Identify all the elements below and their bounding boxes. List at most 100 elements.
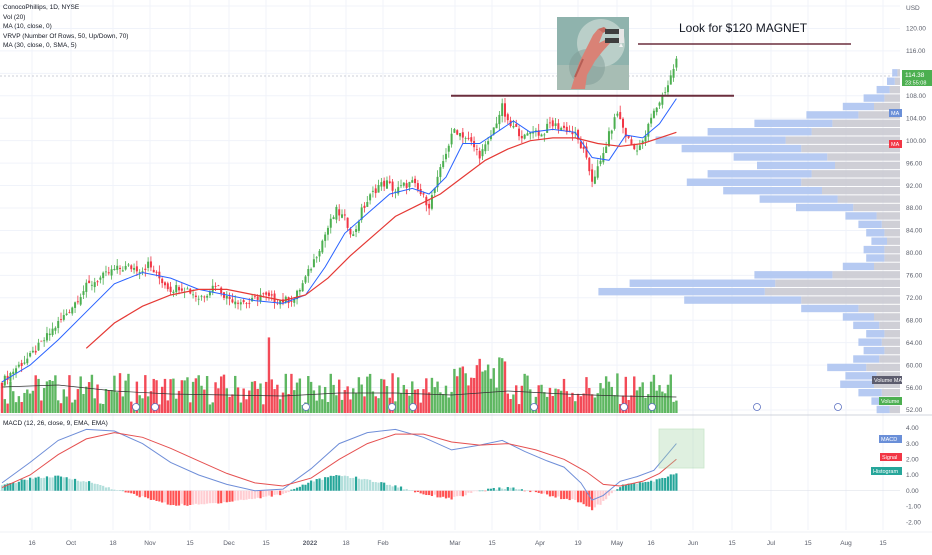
vp-row-up	[858, 338, 882, 346]
macd-histogram-bar	[200, 490, 203, 505]
macd-badge-label: MACD	[881, 437, 897, 443]
volume-bar	[439, 392, 442, 413]
macd-legend[interactable]: MACD (12, 26, close, 9, EMA, EMA)	[3, 420, 108, 427]
indicator-vrvp[interactable]: VRVP (Number Of Rows, 50, Up/Down, 70)	[3, 32, 129, 40]
vp-row-up	[863, 245, 885, 254]
macd-histogram-bar	[565, 490, 568, 499]
macd-histogram-bar	[419, 490, 422, 494]
candle-body	[568, 130, 571, 132]
candle-body	[324, 234, 327, 241]
indicator-ma-slow[interactable]: MA (30, close, 0, SMA, 5)	[3, 42, 77, 50]
event-marker	[648, 403, 656, 411]
volume-bar	[264, 381, 268, 413]
macd-histogram-bar	[658, 478, 661, 491]
volume-bar	[309, 381, 313, 413]
candle-body	[532, 132, 535, 134]
candle-body	[605, 146, 608, 154]
volume-bar	[599, 383, 602, 413]
macd-histogram-bar	[93, 483, 96, 491]
last-price-value: 114.38	[905, 72, 925, 79]
volume-bar	[59, 403, 63, 413]
volume-bar	[478, 358, 481, 413]
volume-bar	[180, 380, 184, 413]
macd-histogram-bar	[655, 479, 658, 491]
candle-body	[582, 146, 585, 149]
vp-row-down	[874, 102, 900, 111]
macd-histogram-bar	[158, 490, 161, 502]
price-tick-label: 108.00	[906, 93, 926, 100]
vp-row-up	[598, 287, 765, 296]
macd-line	[1, 428, 677, 501]
volume-bar	[357, 377, 361, 413]
candle-body	[293, 298, 296, 303]
macd-histogram-bar	[51, 477, 54, 491]
symbol-title[interactable]: ConocoPhillips, 1D, NYSE	[3, 4, 80, 11]
macd-histogram-bar	[369, 479, 372, 491]
volume-bar	[121, 396, 125, 413]
candle-body	[17, 364, 20, 367]
macd-histogram-bar	[295, 487, 299, 491]
macd-histogram-bar	[644, 482, 647, 491]
time-axis[interactable]: 16 Oct 18 Nov 15 Dec 15 2022 18 Feb Mar 15 Apr 19 May 1…	[0, 531, 932, 547]
candle-body	[329, 218, 332, 228]
price-axis[interactable]: USD120.00116.00112.00108.00104.00100.009…	[871, 5, 932, 526]
macd-histogram-bar	[579, 490, 582, 503]
macd-histogram-bar	[270, 490, 273, 497]
candle-body	[166, 283, 169, 290]
volume-bar	[444, 385, 448, 413]
macd-histogram-bar	[54, 475, 57, 491]
candle-body	[326, 227, 329, 235]
volume-bar	[87, 382, 91, 413]
vp-row-up	[887, 77, 895, 85]
candle-body	[391, 181, 394, 191]
candle-body	[520, 135, 523, 139]
volume-bar	[267, 337, 271, 413]
volume-bar	[562, 378, 566, 413]
time-tick-label: 15	[488, 540, 496, 547]
candle-body	[557, 123, 560, 130]
candle-body	[256, 296, 259, 300]
macd-histogram-bar	[391, 486, 394, 491]
macd-histogram-bar	[475, 490, 478, 492]
candle-body	[355, 229, 358, 232]
macd-histogram-bar	[273, 490, 276, 495]
macd-histogram-bar	[430, 490, 434, 497]
macd-histogram-bar	[506, 487, 509, 491]
macd-histogram-bar	[26, 480, 29, 491]
volume-bar	[506, 393, 509, 413]
candle-body	[647, 123, 650, 137]
candle-body	[133, 267, 136, 270]
macd-tick-label: 3.00	[906, 441, 919, 448]
macd-histogram-bar	[96, 484, 99, 491]
volume-bar	[259, 383, 262, 413]
macd-tick-label: -2.00	[906, 519, 921, 526]
candle-body	[71, 307, 74, 314]
candle-body	[127, 264, 130, 266]
candle-body	[48, 333, 51, 336]
candle-body	[65, 313, 68, 315]
volume-bar	[191, 381, 195, 413]
indicator-ma-fast[interactable]: MA (10, close, 0)	[3, 23, 52, 31]
macd-histogram-bar	[14, 483, 18, 491]
indicator-vol[interactable]: Vol (20)	[3, 13, 26, 21]
volume-bar	[152, 378, 155, 413]
macd-histogram-bar	[68, 478, 71, 491]
volume-bar	[607, 381, 611, 413]
volume-bar	[635, 390, 639, 413]
price-tick-label: 120.00	[906, 26, 926, 33]
candle-body	[515, 124, 518, 127]
volume-bar	[276, 384, 279, 413]
volume-bar	[602, 388, 605, 413]
macd-histogram-bar	[318, 478, 321, 491]
macd-histogram-bar	[501, 488, 504, 491]
macd-histogram-bar	[110, 489, 113, 491]
candle-body	[12, 371, 15, 375]
macd-histogram-bar	[259, 490, 262, 499]
candle-body	[380, 182, 383, 187]
candle-body	[40, 340, 43, 342]
candle-body	[43, 340, 46, 342]
macd-histogram-bar	[287, 490, 290, 493]
candle-body	[565, 126, 568, 133]
